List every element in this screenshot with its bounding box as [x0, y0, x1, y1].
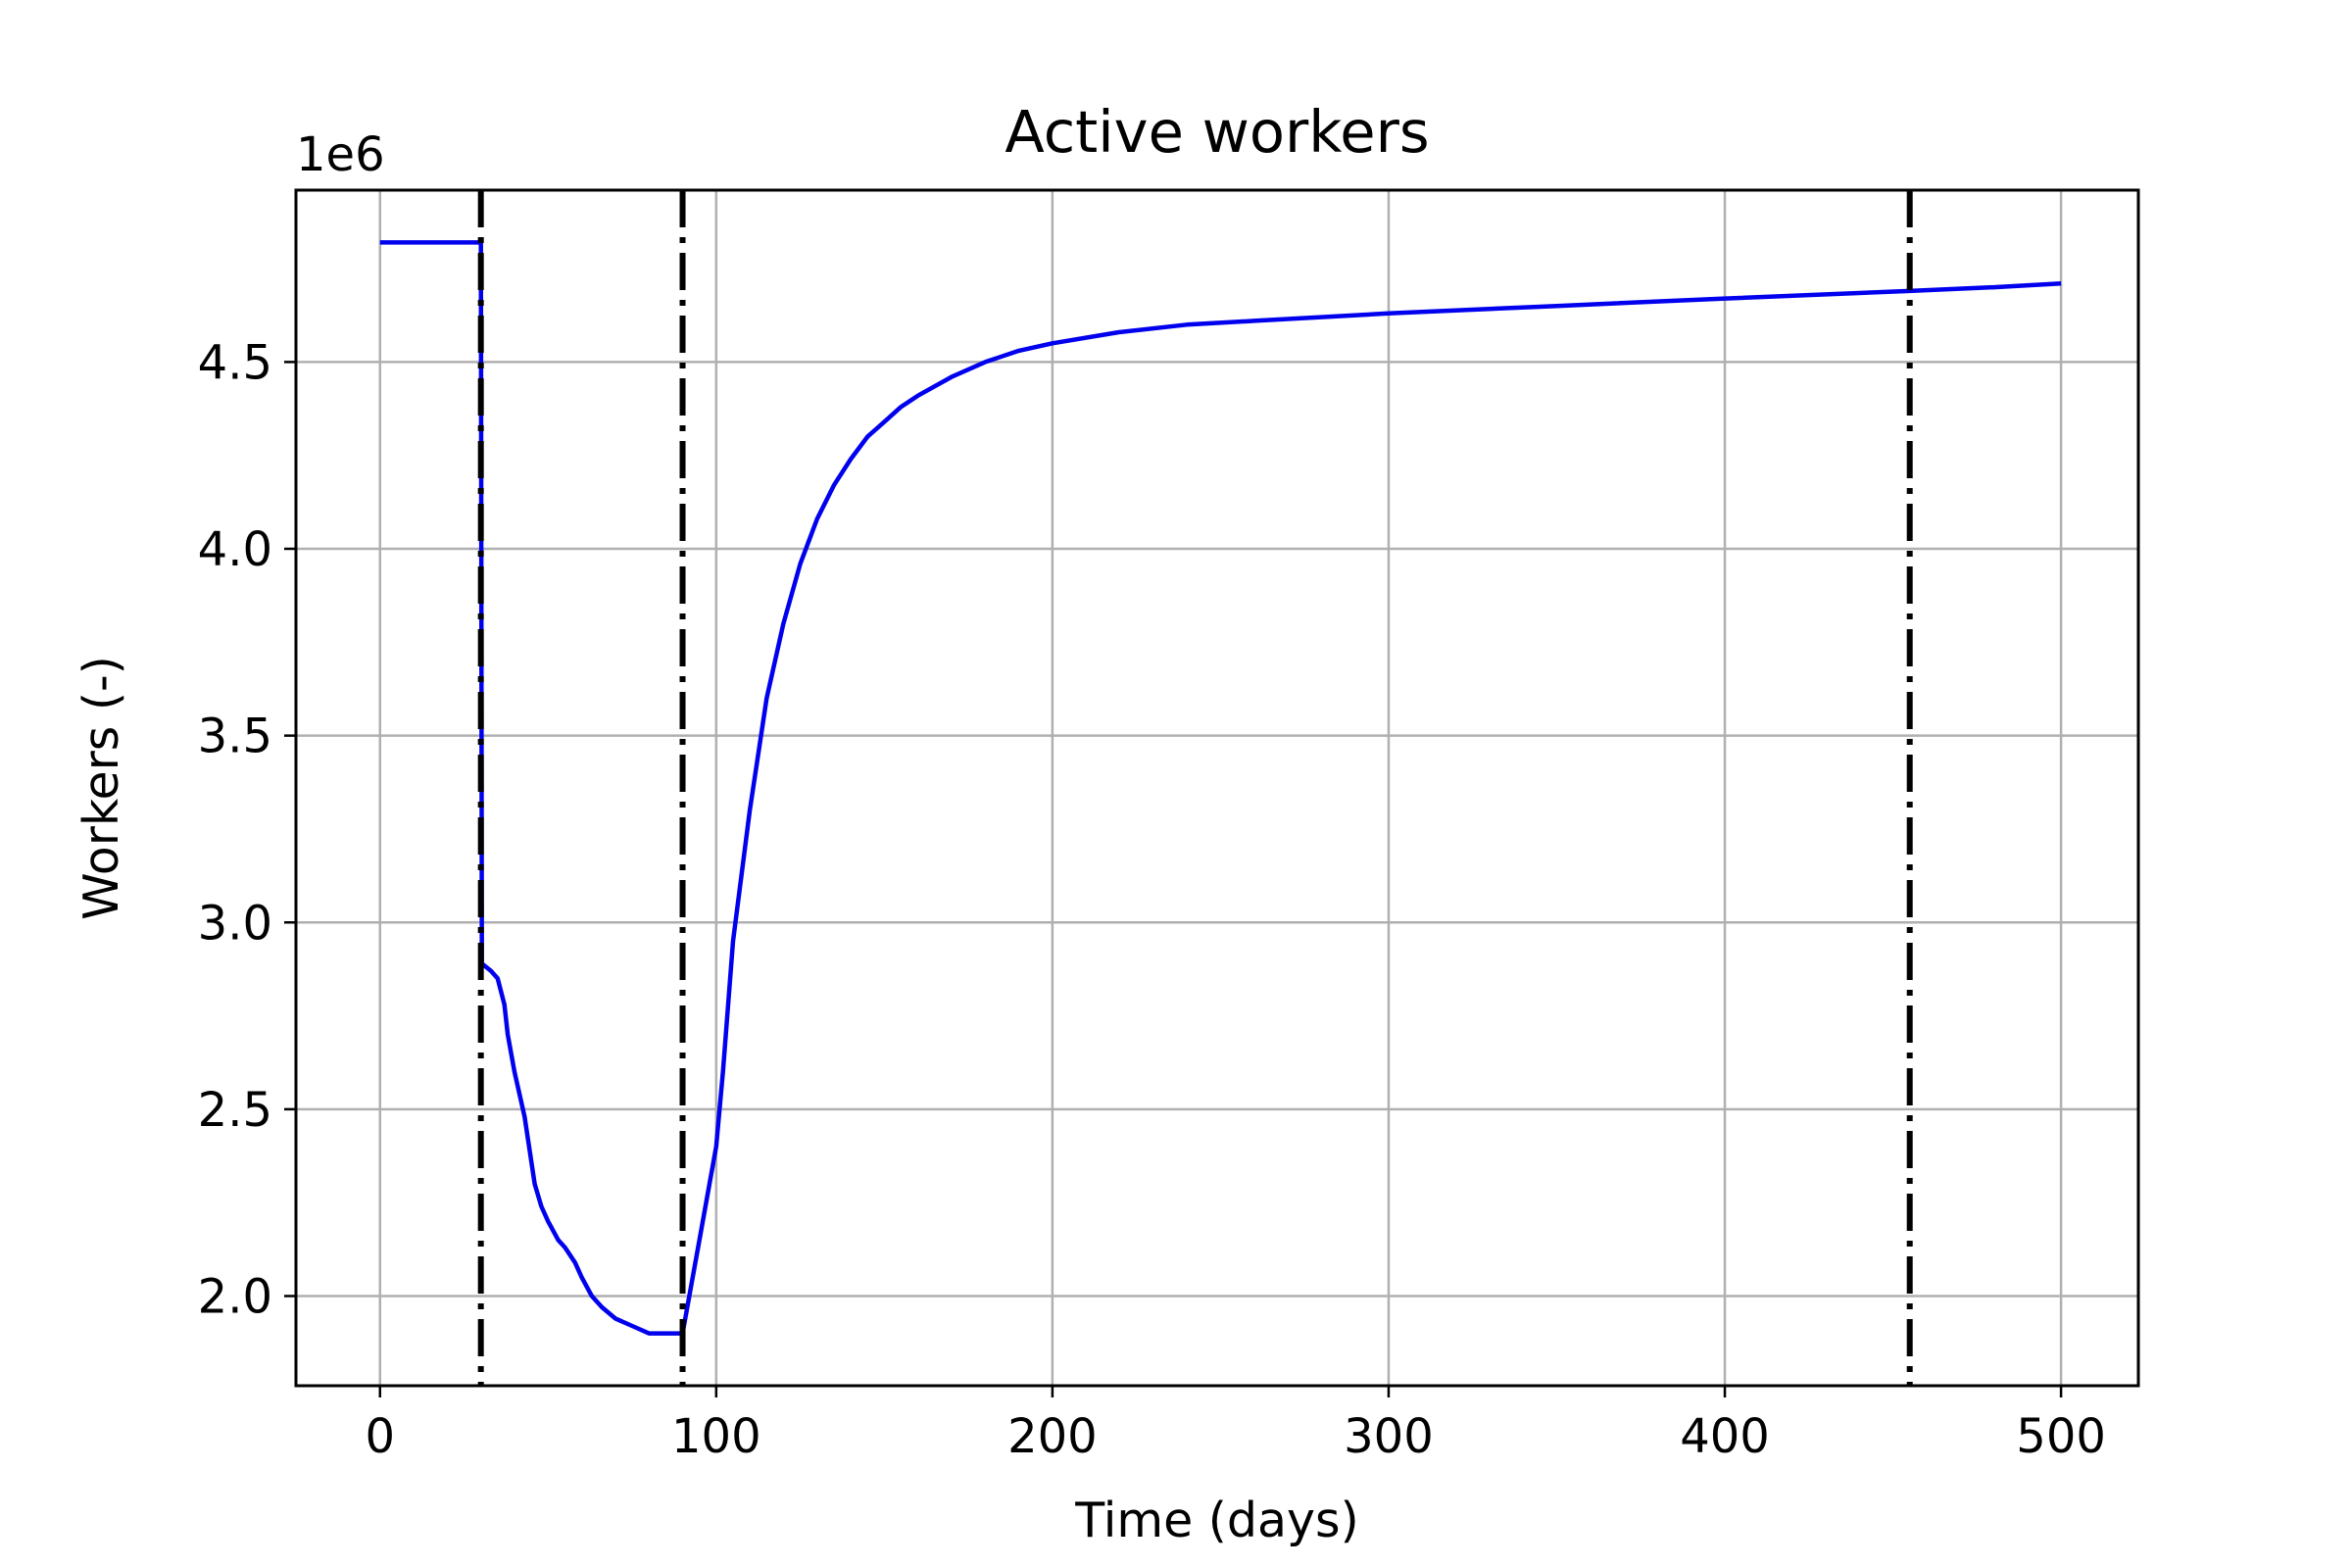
x-tick-label: 100	[671, 1409, 761, 1464]
x-tick-label: 500	[2016, 1409, 2106, 1464]
y-tick-label: 2.0	[198, 1270, 272, 1325]
y-tick-label: 3.5	[198, 710, 272, 764]
x-tick-label: 200	[1007, 1409, 1098, 1464]
vertical-markers	[477, 190, 1913, 1386]
x-tick-label: 300	[1344, 1409, 1434, 1464]
y-tick-label: 2.5	[198, 1083, 272, 1138]
chart-title: Active workers	[1004, 98, 1429, 166]
y-tick-label: 4.0	[198, 522, 272, 577]
x-tick-label: 0	[365, 1409, 395, 1464]
x-axis-ticks: 0 100 200 300 400 500	[365, 1386, 2106, 1464]
y-axis-label: Workers (-)	[74, 656, 129, 920]
x-tick-label: 400	[1680, 1409, 1770, 1464]
grid	[296, 190, 2138, 1386]
y-tick-label: 4.5	[198, 335, 272, 390]
plot-frame	[294, 188, 2140, 1388]
x-axis-label: Time (days)	[1074, 1493, 1358, 1548]
series-line	[379, 240, 2062, 1336]
y-tick-label: 3.0	[198, 896, 272, 951]
series-layer	[379, 240, 2062, 1336]
y-axis-ticks: 2.0 2.5 3.0 3.5 4.0 4.5	[198, 335, 296, 1325]
y-axis-offset-label: 1e6	[296, 127, 385, 182]
